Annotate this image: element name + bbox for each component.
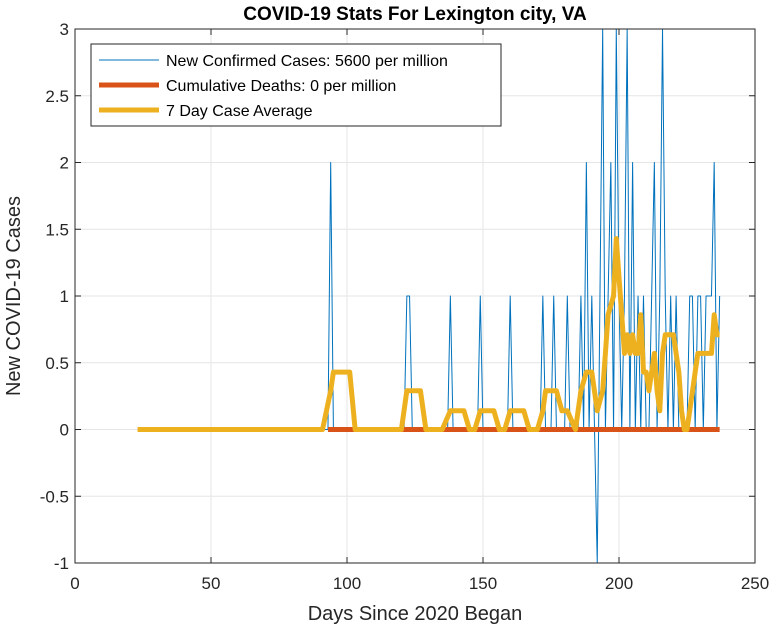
y-axis-title: New COVID-19 Cases xyxy=(3,196,25,396)
y-tick-label: 1.5 xyxy=(45,220,69,239)
plot-area xyxy=(137,29,721,563)
x-tick-label: 150 xyxy=(469,574,497,593)
legend-box xyxy=(90,43,502,127)
y-tick-label: 0.5 xyxy=(45,354,69,373)
y-tick-label: -0.5 xyxy=(40,487,69,506)
y-tick-label: 2.5 xyxy=(45,87,69,106)
x-tick-label: 50 xyxy=(202,574,221,593)
legend-entry-deaths: Cumulative Deaths: 0 per million xyxy=(166,78,396,95)
x-tick-label: 0 xyxy=(70,574,79,593)
chart-title: COVID-19 Stats For Lexington city, VA xyxy=(243,4,587,25)
x-axis-title: Days Since 2020 Began xyxy=(308,603,523,625)
x-tick-label: 250 xyxy=(741,574,769,593)
series-line-average xyxy=(137,236,720,432)
x-tick-label: 200 xyxy=(605,574,633,593)
y-tick-label: 2 xyxy=(60,154,69,173)
x-tick-label: 100 xyxy=(333,574,361,593)
legend: New Confirmed Cases: 5600 per million Cu… xyxy=(90,43,502,127)
y-tick-label: -1 xyxy=(54,554,69,573)
legend-entry-average: 7 Day Case Average xyxy=(166,103,313,120)
y-tick-label: 1 xyxy=(60,287,69,306)
y-tick-label: 3 xyxy=(60,20,69,39)
y-tick-label: 0 xyxy=(60,421,69,440)
legend-entry-new-cases: New Confirmed Cases: 5600 per million xyxy=(166,53,448,70)
axis-ticks: 0 50 100 150 200 250 -1 -0.5 0 0.5 1 1.5 2 2.5 3 xyxy=(40,20,769,593)
